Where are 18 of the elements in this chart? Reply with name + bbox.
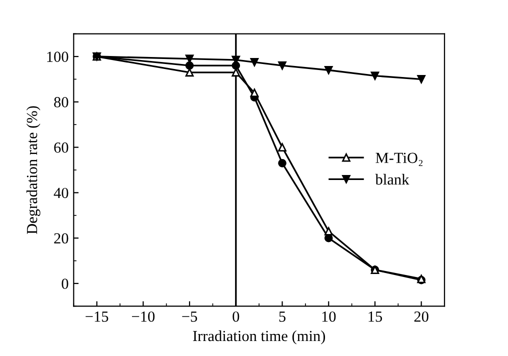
- x-tick-label: 0: [232, 311, 240, 322]
- y-tick-label: 0: [62, 278, 68, 289]
- y-axis-title: Degradation rate (%): [26, 106, 40, 234]
- x-tick-label: 10: [322, 311, 336, 322]
- x-tick-label: −15: [86, 312, 108, 322]
- legend-label: blank: [375, 174, 410, 185]
- legend-label: M-TiO₂: [376, 152, 423, 166]
- y-tick-label: 80: [54, 97, 68, 108]
- y-tick-label: 100: [47, 52, 68, 62]
- x-tick-label: −5: [182, 312, 198, 322]
- x-tick-label: 15: [368, 312, 382, 322]
- x-axis-title: Irradiation time (min): [193, 330, 326, 344]
- x-tick-label: 20: [414, 311, 428, 322]
- x-tick-label: −10: [132, 311, 155, 322]
- x-tick-label: 5: [279, 312, 286, 322]
- y-tick-label: 20: [54, 233, 68, 244]
- y-tick-label: 60: [54, 142, 68, 153]
- y-tick-label: 40: [54, 188, 68, 198]
